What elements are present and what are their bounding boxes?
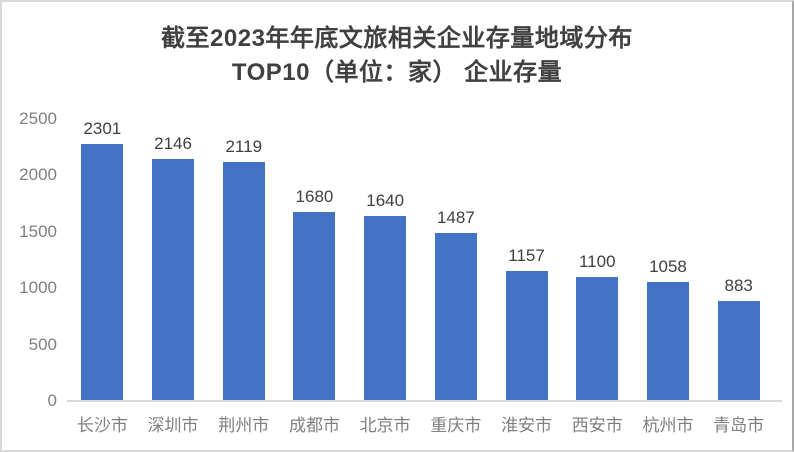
bar: [717, 301, 760, 401]
bar-group: 1058 杭州市: [633, 119, 704, 435]
bars-container: 2301 长沙市 2146 深圳市 2119 荆州市 1680 成都市 1640 北京市 1487 重…: [67, 119, 774, 436]
bar: [364, 216, 407, 401]
plot-area: 0 500 1000 1500 2000 2500 2301 长沙市 2146 深圳市 2119 荆…: [19, 109, 782, 436]
x-axis-label: 深圳市: [147, 416, 199, 435]
bar-group: 2146 深圳市: [138, 119, 209, 435]
y-axis-tick-label: 1000: [19, 278, 57, 298]
bar-value-label: 1058: [649, 256, 687, 276]
chart-title: 截至2023年年底文旅相关企业存量地域分布 TOP10（单位：家） 企业存量: [2, 22, 792, 90]
bar: [81, 144, 124, 401]
chart-title-line1: 截至2023年年底文旅相关企业存量地域分布: [161, 25, 633, 52]
bar-value-label: 1100: [578, 251, 616, 271]
y-axis-tick-label: 500: [28, 334, 57, 354]
x-axis-label: 成都市: [288, 416, 340, 435]
bar-value-label: 1487: [436, 208, 475, 228]
bar-value-label: 883: [724, 276, 753, 296]
bar-group: 1640 北京市: [350, 119, 421, 435]
y-axis-tick-label: 1500: [19, 221, 57, 241]
bar-group: 1157 淮安市: [491, 119, 562, 436]
x-axis-line: [67, 400, 782, 402]
bar: [293, 211, 336, 401]
x-axis-label: 杭州市: [642, 416, 694, 435]
bar: [222, 161, 265, 401]
bar-group: 1680 成都市: [279, 119, 350, 436]
bar-value-label: 1157: [508, 245, 545, 265]
x-axis-label: 重庆市: [430, 416, 482, 435]
x-axis-label: 淮安市: [501, 416, 553, 435]
bar-value-label: 2119: [225, 136, 263, 156]
y-axis-tick-label: 2000: [19, 165, 57, 185]
bar-group: 1487 重庆市: [421, 119, 492, 435]
bar: [152, 158, 195, 401]
bar-value-label: 2146: [154, 133, 192, 153]
x-axis-label: 长沙市: [76, 416, 128, 435]
bar-group: 883 青岛市: [703, 119, 774, 435]
bar-group: 1100 西安市: [562, 119, 633, 435]
bar: [646, 281, 689, 401]
x-axis-label: 西安市: [571, 416, 623, 435]
bar-value-label: 2301: [83, 119, 122, 138]
x-axis-label: 北京市: [359, 416, 411, 435]
y-axis-tick-label: 2500: [19, 109, 57, 128]
bar-group: 2301 长沙市: [67, 119, 138, 435]
bar: [505, 270, 548, 401]
bar-group: 2119 荆州市: [208, 119, 279, 435]
y-axis: 0 500 1000 1500 2000 2500: [5, 109, 57, 410]
bar-value-label: 1680: [295, 186, 334, 206]
y-axis-tick-label: 0: [47, 391, 57, 410]
bar: [576, 276, 619, 401]
x-axis-label: 青岛市: [713, 416, 765, 435]
bar-value-label: 1640: [366, 191, 405, 211]
x-axis-label: 荆州市: [218, 416, 270, 435]
chart-title-line2: TOP10（单位：家） 企业存量: [231, 59, 563, 86]
bar: [434, 233, 477, 401]
